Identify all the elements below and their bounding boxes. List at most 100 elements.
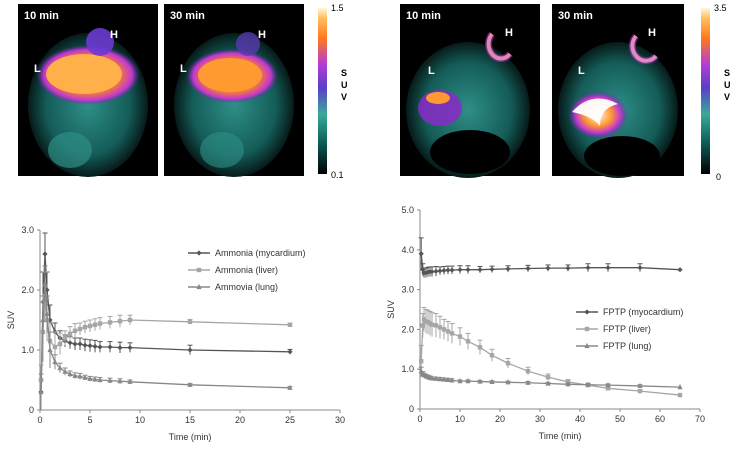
data-point-marker (457, 267, 463, 273)
data-point-marker (545, 374, 551, 380)
data-point-marker (565, 381, 571, 387)
data-point-marker (489, 353, 495, 358)
pet-image-fptp-10min: 10 min H L (400, 4, 540, 178)
data-point-marker (82, 342, 88, 348)
data-point-marker (82, 325, 88, 330)
y-axis-title: SUV (6, 311, 16, 330)
data-point-marker (605, 386, 611, 391)
data-point-marker (433, 268, 439, 274)
data-point-marker (449, 331, 455, 336)
data-point-marker (477, 378, 483, 384)
data-point-marker (187, 381, 193, 387)
legend-label: FPTP (lung) (603, 341, 651, 351)
data-point-marker (87, 343, 93, 349)
data-point-marker (287, 349, 293, 355)
x-tick-label: 0 (37, 415, 42, 425)
heart-label: H (505, 27, 513, 39)
data-point-marker (418, 251, 424, 257)
data-point-marker (585, 381, 591, 387)
data-point-marker (77, 326, 83, 332)
x-tick-label: 20 (495, 414, 505, 424)
data-point-marker (77, 373, 83, 379)
data-point-marker (489, 378, 495, 385)
scale-max: 3.5 (714, 3, 727, 13)
data-point-marker (67, 370, 73, 377)
data-point-marker (287, 384, 293, 390)
x-tick-label: 20 (235, 415, 245, 425)
data-point-marker (92, 343, 98, 349)
y-tick-label: 0 (409, 404, 414, 414)
data-point-marker (545, 265, 551, 271)
pet-image-ammonia-10min: 10 min H L (18, 4, 158, 177)
y-tick-label: 1.0 (21, 345, 34, 355)
data-point-marker (465, 339, 471, 344)
data-point-marker (584, 326, 590, 332)
pet-time-label: 30 min (558, 10, 593, 22)
data-point-marker (441, 376, 447, 382)
data-point-marker (445, 376, 451, 383)
data-point-marker (605, 382, 611, 388)
data-point-marker (565, 265, 571, 271)
liver-label: L (34, 63, 41, 75)
data-point-marker (420, 323, 425, 328)
series-1 (418, 307, 683, 398)
scale-max: 1.5 (331, 3, 344, 13)
data-point-marker (525, 265, 531, 272)
data-point-marker (437, 268, 443, 274)
data-point-marker (429, 322, 435, 327)
x-tick-label: 60 (655, 414, 665, 424)
data-point-marker (72, 372, 78, 378)
data-point-marker (187, 347, 193, 353)
data-point-marker (67, 331, 73, 336)
legend-label: Ammovia (lung) (215, 282, 278, 292)
x-tick-label: 10 (455, 414, 465, 424)
data-point-marker (287, 322, 293, 327)
color-scale-fptp: 3.5 0 S U V (701, 3, 731, 182)
data-point-marker (127, 345, 133, 351)
y-tick-label: 2.0 (21, 285, 34, 295)
data-point-marker (77, 341, 83, 347)
data-point-marker (67, 340, 73, 346)
pet-time-label: 10 min (24, 10, 59, 22)
scale-min: 0 (716, 172, 721, 182)
x-tick-label: 10 (135, 415, 145, 425)
scale-label: U (341, 80, 348, 90)
scale-min: 0.1 (331, 170, 344, 180)
scale-label: S (724, 68, 730, 78)
legend-label: FPTP (liver) (603, 324, 651, 334)
data-point-marker (525, 368, 531, 374)
chart-fptp-suv-vs-time: 0 10 20 30 40 50 60 70 0 1.0 2.0 3.0 4.0 5.0 Time (min… (386, 205, 705, 441)
data-point-marker (62, 335, 68, 341)
scale-label: V (341, 92, 347, 102)
x-axis-title: Time (min) (539, 431, 582, 441)
data-point-marker (489, 266, 495, 272)
data-point-marker (465, 267, 471, 273)
data-point-marker (429, 269, 435, 275)
data-point-marker (437, 325, 443, 330)
pet-panel-fptp: 10 min H L 30 min H L 3.5 0 S U V (400, 3, 731, 182)
data-point-marker (107, 344, 113, 350)
y-tick-label: 3.0 (21, 225, 34, 235)
y-tick-label: 4.0 (401, 245, 414, 255)
series-2 (38, 265, 293, 410)
data-point-marker (42, 251, 48, 257)
x-axis-title: Time (min) (169, 432, 212, 442)
heart-label: H (110, 29, 118, 41)
data-point-marker (107, 320, 113, 325)
data-point-marker (477, 267, 483, 273)
data-point-marker (196, 250, 202, 256)
data-point-marker (117, 345, 123, 351)
data-point-marker (457, 378, 463, 384)
color-scale-ammonia: 1.5 0.1 S U V (318, 3, 348, 180)
data-point-marker (445, 267, 451, 273)
data-point-marker (57, 364, 63, 371)
x-tick-label: 70 (695, 414, 705, 424)
chart-ammonia-suv-vs-time: 0 5 10 15 20 25 30 0 1.0 2.0 3.0 Time (min) SUV Ammon… (6, 225, 345, 442)
data-point-marker (82, 374, 88, 380)
data-point-marker (545, 380, 551, 386)
series-0 (38, 232, 293, 404)
data-point-marker (437, 376, 443, 382)
data-point-marker (97, 321, 103, 326)
data-point-marker (465, 378, 471, 384)
